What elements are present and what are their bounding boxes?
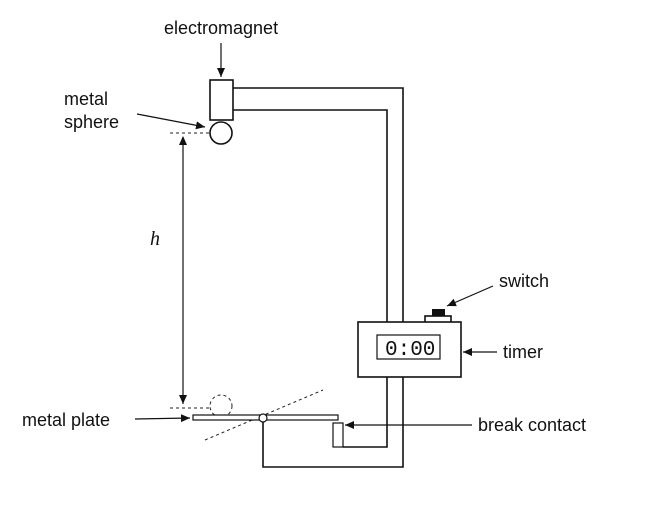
plate-pivot — [258, 413, 268, 423]
metal-sphere-pointer — [136, 113, 206, 130]
break-contact — [332, 422, 344, 448]
electromagnet-label: electromagnet — [164, 18, 278, 38]
wire-outer — [233, 87, 404, 468]
switch-button[interactable] — [432, 309, 445, 316]
timer-display-readout: 0:00 — [385, 339, 435, 362]
metal-sphere-label-line2: sphere — [64, 112, 119, 132]
metal-plate-pointer — [134, 414, 191, 423]
break-contact-label: break contact — [478, 415, 586, 435]
metal-plate-label: metal plate — [22, 410, 110, 430]
height-label: h — [150, 228, 160, 250]
switch-label: switch — [499, 271, 549, 291]
timer-label: timer — [503, 342, 543, 362]
metal-sphere — [209, 121, 233, 145]
wire-inner — [233, 109, 388, 448]
electromagnet — [209, 79, 234, 121]
dropped-sphere-outline — [209, 394, 233, 418]
timer-display — [376, 334, 441, 360]
switch-pointer — [446, 285, 494, 307]
metal-sphere-label-line1: metal — [64, 89, 108, 109]
